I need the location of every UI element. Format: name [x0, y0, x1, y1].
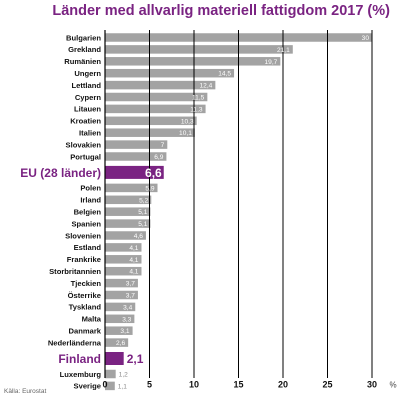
x-tick-label: 25 [322, 380, 332, 390]
tick-label: Litauen [74, 105, 101, 114]
tick-label: Slovakien [66, 140, 102, 149]
data-label: 6,9 [154, 154, 163, 161]
tick-label: Cypern [75, 93, 102, 102]
bar [105, 57, 281, 66]
bar [105, 92, 208, 102]
data-label: 1,2 [119, 372, 128, 379]
x-tick-label: 30 [367, 380, 377, 390]
bar [105, 381, 115, 391]
bar [105, 369, 116, 379]
data-label: 6,6 [145, 166, 162, 180]
data-label: 5,1 [138, 209, 147, 216]
tick-label: Frankrike [67, 255, 101, 264]
bar [105, 231, 146, 240]
data-label: 19,7 [264, 59, 277, 66]
tick-label: Grekland [68, 45, 101, 54]
data-label: 4,1 [129, 245, 138, 252]
tick-label: EU (28 länder) [20, 166, 101, 180]
data-label: 4,6 [134, 233, 143, 240]
bar [105, 116, 197, 126]
tick-label: Slovenien [65, 231, 101, 240]
data-label: 3,7 [126, 293, 135, 300]
data-label: 3,4 [123, 304, 132, 311]
tick-label: Estland [74, 243, 102, 252]
data-label: 3,3 [122, 316, 131, 323]
bar [105, 290, 138, 300]
bar [105, 278, 138, 288]
data-label: 2,6 [116, 340, 125, 347]
bar [105, 140, 168, 149]
bar [105, 302, 136, 312]
data-label: 10,3 [181, 118, 194, 125]
data-label: 1,1 [118, 383, 127, 390]
data-label: 11,3 [190, 106, 203, 113]
tick-label: Spanien [71, 219, 101, 228]
tick-label: Lettland [71, 81, 101, 90]
bar [105, 243, 142, 252]
bar [105, 255, 142, 264]
bar [105, 314, 135, 324]
tick-label: Danmark [69, 327, 102, 336]
bar [105, 152, 167, 161]
data-label: 3,7 [126, 281, 135, 288]
data-label: 30 [362, 35, 370, 42]
bar [105, 326, 133, 335]
tick-label: Storbritannien [49, 267, 101, 276]
x-tick-label: 20 [278, 380, 288, 390]
tick-label: Italien [79, 129, 101, 138]
tick-label: Irland [80, 196, 101, 205]
x-tick-label: 15 [233, 380, 243, 390]
data-label: 3,1 [120, 328, 129, 335]
tick-label: Belgien [74, 208, 102, 217]
chart-title: Länder med allvarlig materiell fattigdom… [52, 3, 390, 19]
tick-label: Luxemburg [60, 370, 102, 379]
data-label: 12,4 [200, 83, 213, 90]
bar [105, 104, 206, 114]
data-label: 4,1 [129, 257, 138, 264]
bar [105, 207, 151, 216]
x-tick-label: 10 [189, 380, 199, 390]
data-label: 2,1 [127, 352, 144, 366]
data-label: 7 [161, 142, 165, 149]
tick-label: Tjeckien [71, 279, 102, 288]
tick-label: Sverige [74, 382, 101, 391]
data-label: 10,1 [179, 130, 192, 137]
data-label: 5,2 [139, 197, 148, 204]
tick-label: Ungern [74, 69, 101, 78]
unit-label: % [389, 381, 396, 390]
tick-label: Kroatien [70, 117, 101, 126]
bar [105, 352, 124, 365]
bar [105, 68, 235, 78]
bar [105, 80, 216, 90]
bar [105, 45, 293, 54]
tick-label: Polen [80, 184, 101, 193]
tick-label: Österrike [68, 291, 101, 300]
data-label: 21,1 [277, 47, 290, 54]
bar [105, 338, 129, 347]
tick-label: Nederländerna [48, 338, 102, 347]
tick-label: Portugal [70, 152, 101, 161]
bar [105, 219, 151, 228]
bar [105, 195, 152, 205]
tick-label: Rumänien [64, 57, 101, 66]
data-label: 5,1 [138, 221, 147, 228]
x-tick-label: 0 [102, 380, 107, 390]
tick-label: Malta [82, 315, 102, 324]
data-label: 14,5 [218, 71, 231, 78]
data-label: 4,1 [129, 269, 138, 276]
bar [105, 266, 142, 276]
tick-label: Bulgarien [66, 33, 101, 42]
data-label: 11,5 [192, 95, 205, 102]
x-tick-label: 5 [147, 380, 152, 390]
bar [105, 183, 158, 193]
source-note: Källa: Eurostat [4, 388, 47, 395]
data-label: 5,9 [145, 185, 154, 192]
tick-label: Finland [58, 352, 101, 366]
tick-label: Tyskland [69, 303, 102, 312]
